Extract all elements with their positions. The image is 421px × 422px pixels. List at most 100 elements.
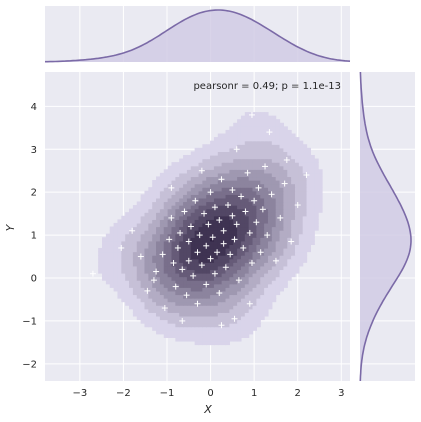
kde-cell <box>198 333 203 338</box>
kde-cell <box>152 197 157 203</box>
kde-cell <box>240 147 246 152</box>
kde-cell <box>125 215 130 220</box>
kde-cell <box>248 144 254 149</box>
kde-cell <box>229 190 234 195</box>
kde-cell <box>279 262 284 267</box>
kde-cell <box>213 301 219 306</box>
kde-cell <box>271 212 277 217</box>
kde-cell <box>179 251 184 256</box>
kde-cell <box>260 147 265 152</box>
kde-cell <box>167 197 173 203</box>
kde-cell <box>183 330 188 335</box>
kde-cell <box>221 265 227 271</box>
kde-cell <box>294 219 300 224</box>
kde-cell <box>244 201 250 206</box>
kde-cell <box>194 272 200 278</box>
kde-cell <box>283 240 288 245</box>
kde-cell <box>275 226 281 231</box>
kde-cell <box>264 269 269 274</box>
kde-cell <box>298 222 304 228</box>
kde-cell <box>213 137 219 142</box>
kde-cell <box>163 280 169 285</box>
kde-cell <box>302 169 308 174</box>
kde-cell <box>244 190 250 195</box>
kde-cell <box>283 126 288 131</box>
kde-cell <box>210 287 215 292</box>
kde-cell <box>306 219 312 224</box>
kde-cell <box>152 208 157 213</box>
kde-cell <box>152 201 157 206</box>
kde-cell <box>163 294 169 299</box>
data-point <box>259 206 266 213</box>
data-point <box>161 305 168 312</box>
kde-cell <box>283 280 288 285</box>
kde-cell <box>225 212 230 217</box>
kde-cell <box>264 290 269 296</box>
data-point <box>255 184 262 191</box>
kde-cell <box>183 205 188 210</box>
kde-cell <box>287 137 292 142</box>
x-tick-labels: −3 −2 −1 0 1 2 3 <box>72 388 344 399</box>
kde-cell <box>287 154 292 160</box>
kde-cell <box>159 272 165 278</box>
kde-cell <box>210 169 215 174</box>
kde-cell <box>105 269 111 274</box>
kde-cell <box>287 265 292 271</box>
kde-cell <box>159 301 165 306</box>
kde-cell <box>248 165 254 170</box>
kde-cell <box>156 237 161 242</box>
kde-cell <box>167 190 173 195</box>
kde-cell <box>252 212 257 217</box>
kde-cell <box>225 262 230 267</box>
kde-cell <box>248 183 254 188</box>
kde-cell <box>175 205 180 210</box>
kde-cell <box>256 119 261 124</box>
kde-cell <box>275 165 281 170</box>
kde-cell <box>144 215 149 220</box>
kde-cell <box>279 283 284 288</box>
kde-cell <box>152 247 157 253</box>
kde-cell <box>240 298 246 303</box>
kde-cell <box>256 255 261 260</box>
kde-cell <box>256 176 261 181</box>
kde-cell <box>256 205 261 210</box>
kde-cell <box>140 201 146 206</box>
kde-cell <box>171 298 176 303</box>
kde-cell <box>217 283 223 288</box>
kde-cell <box>167 187 173 192</box>
kde-cell <box>132 247 138 253</box>
kde-cell <box>229 154 234 160</box>
kde-cell <box>279 158 284 163</box>
kde-cell <box>302 219 308 224</box>
kde-cell <box>190 294 196 299</box>
kde-cell <box>198 251 203 256</box>
kde-cell <box>275 247 281 253</box>
kde-cell <box>260 308 265 313</box>
kde-cell <box>217 169 223 174</box>
kde-cell <box>105 255 111 260</box>
kde-cell <box>306 197 312 203</box>
kde-cell <box>256 140 261 145</box>
kde-cell <box>248 280 254 285</box>
kde-cell <box>248 237 254 242</box>
kde-cell <box>252 272 257 278</box>
kde-cell <box>271 226 277 231</box>
kde-cell <box>275 208 281 213</box>
kde-cell <box>248 258 254 263</box>
kde-cell <box>183 280 188 285</box>
kde-cell <box>121 219 126 224</box>
kde-cell <box>144 237 149 242</box>
kde-cell <box>163 194 169 199</box>
kde-cell <box>233 255 238 260</box>
kde-cell <box>229 219 234 224</box>
kde-cell <box>121 269 126 274</box>
kde-cell <box>229 276 234 281</box>
kde-cell <box>240 165 246 170</box>
kde-cell <box>136 258 142 263</box>
kde-cell <box>271 294 277 299</box>
kde-cell <box>279 244 284 249</box>
kde-cell <box>287 215 292 220</box>
kde-cell <box>248 222 254 228</box>
kde-cell <box>225 154 230 160</box>
kde-cell <box>129 208 134 213</box>
